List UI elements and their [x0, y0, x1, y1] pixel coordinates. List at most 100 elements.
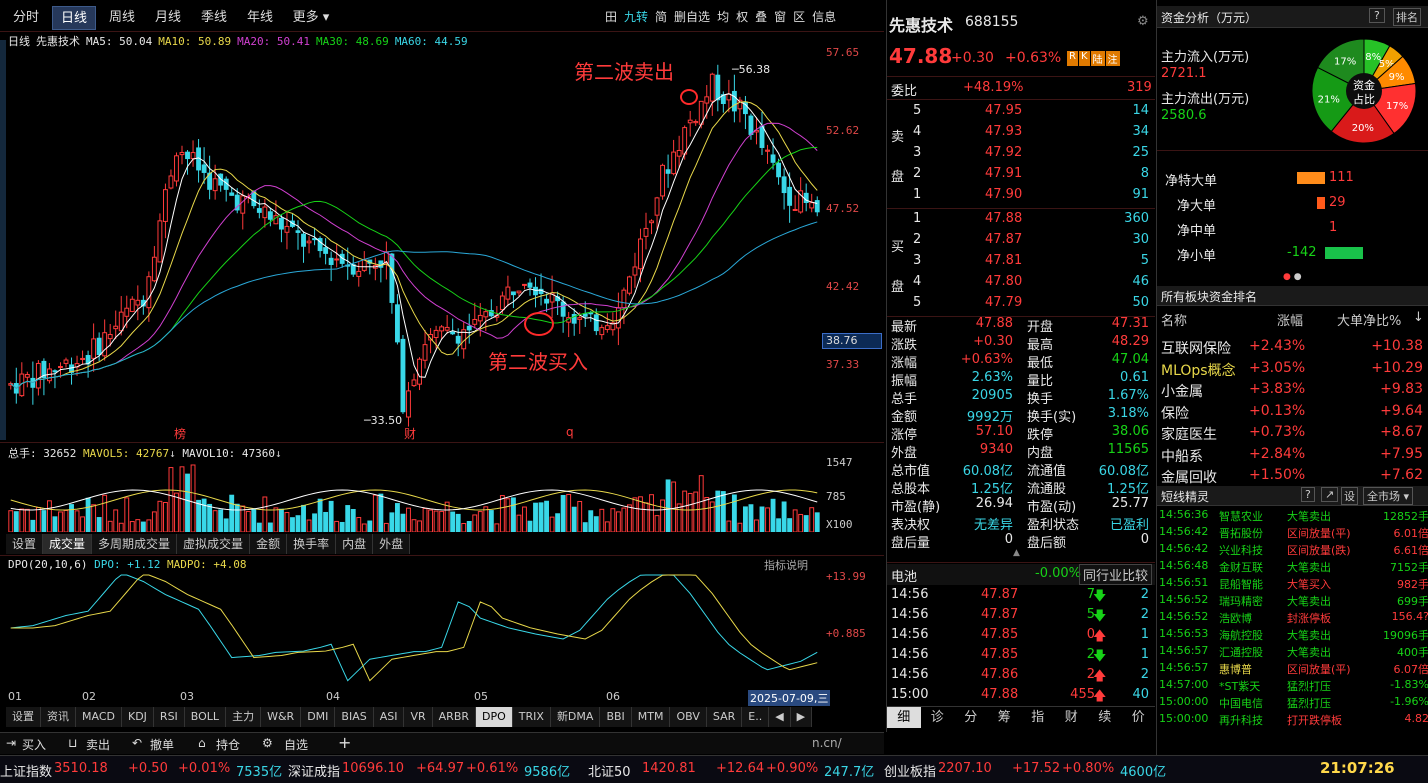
- volume-chart[interactable]: [8, 460, 820, 532]
- ask-row[interactable]: 3 47.92 25: [913, 145, 1149, 160]
- left-sidebar[interactable]: [0, 40, 6, 440]
- help-button[interactable]: ?: [1369, 8, 1385, 23]
- bid-row[interactable]: 1 47.88 360: [913, 211, 1149, 226]
- btab[interactable]: ASI: [373, 707, 405, 727]
- btab[interactable]: 主力: [226, 707, 262, 727]
- rank-button[interactable]: 排名: [1393, 8, 1421, 26]
- tab-daily[interactable]: 日线: [52, 6, 96, 30]
- sector-row[interactable]: 互联网保险 +2.43% +10.38: [1161, 338, 1423, 357]
- page-dots[interactable]: ● ●: [1283, 272, 1302, 282]
- tab-quarterly[interactable]: 季线: [200, 10, 227, 25]
- badge[interactable]: K: [1078, 51, 1090, 66]
- short-row[interactable]: 14:56:48 金财互联 大笔卖出 7152手: [1159, 559, 1428, 574]
- tab-settings[interactable]: 设置: [6, 534, 44, 554]
- btab[interactable]: E..: [742, 707, 770, 727]
- short-row[interactable]: 14:56:52 瑞玛精密 大笔卖出 699手: [1159, 593, 1428, 608]
- tab-weekly[interactable]: 周线: [108, 10, 135, 25]
- position-button[interactable]: 持仓: [216, 738, 241, 752]
- buy-button[interactable]: 买入: [22, 738, 47, 752]
- short-row[interactable]: 14:56:51 昆船智能 大笔买入 982手: [1159, 576, 1428, 591]
- index-name[interactable]: 深证成指: [288, 765, 341, 780]
- q-marker[interactable]: q: [566, 425, 574, 439]
- short-row[interactable]: 14:56:52 浩欧博 封涨停板 156.4?: [1159, 610, 1428, 625]
- mid-tab[interactable]: 筹: [997, 710, 1011, 725]
- range-button[interactable]: 区: [793, 10, 806, 24]
- mid-tab[interactable]: 价: [1131, 710, 1145, 725]
- badge[interactable]: 注: [1105, 51, 1120, 66]
- btab[interactable]: 资讯: [41, 707, 76, 727]
- btab-dpo[interactable]: DPO: [476, 707, 513, 727]
- bid-row[interactable]: 2 47.87 30: [913, 232, 1149, 247]
- short-row[interactable]: 14:56:36 智慧农业 大笔卖出 12852手: [1159, 508, 1428, 523]
- next-arrow-icon[interactable]: ▶: [790, 707, 813, 727]
- short-row[interactable]: 14:56:57 汇通控股 大笔卖出 400手: [1159, 644, 1428, 659]
- btab[interactable]: TRIX: [512, 707, 551, 727]
- badge[interactable]: 陆: [1090, 51, 1105, 66]
- gear-icon[interactable]: ⚙: [1137, 14, 1149, 29]
- btab[interactable]: 新DMA: [550, 707, 601, 727]
- tab-yearly[interactable]: 年线: [246, 10, 273, 25]
- btab[interactable]: KDJ: [121, 707, 154, 727]
- plus-icon[interactable]: +: [338, 733, 352, 752]
- ask-row[interactable]: 1 47.90 91: [913, 187, 1149, 202]
- btab[interactable]: MACD: [76, 707, 122, 727]
- btab[interactable]: BOLL: [184, 707, 227, 727]
- industry-compare-button[interactable]: 同行业比较: [1079, 564, 1153, 585]
- candlestick-chart[interactable]: [8, 48, 820, 438]
- index-name[interactable]: 北证50: [588, 765, 631, 780]
- tab-amount[interactable]: 金额: [250, 534, 288, 554]
- tab-more[interactable]: 更多 ▾: [292, 10, 330, 25]
- short-row[interactable]: 14:56:57 惠博普 区间放量(平) 6.07倍: [1159, 661, 1428, 676]
- dpo-help-link[interactable]: 指标说明: [764, 559, 808, 572]
- sector-row[interactable]: 金属回收 +1.50% +7.62: [1161, 467, 1423, 486]
- ask-row[interactable]: 4 47.93 34: [913, 124, 1149, 139]
- short-row[interactable]: 14:57:00 *ST紫天 猛烈打压 -1.83%: [1159, 678, 1428, 693]
- ask-row[interactable]: 2 47.91 8: [913, 166, 1149, 181]
- simple-button[interactable]: 简: [655, 10, 668, 24]
- index-name[interactable]: 创业板指: [884, 765, 937, 780]
- tab-monthly[interactable]: 月线: [154, 10, 181, 25]
- delete-fav-button[interactable]: 删自选: [674, 10, 711, 24]
- bid-row[interactable]: 5 47.79 50: [913, 295, 1149, 310]
- short-row[interactable]: 14:56:42 兴业科技 区间放量(跌) 6.61倍: [1159, 542, 1428, 557]
- btab[interactable]: RSI: [153, 707, 185, 727]
- short-row[interactable]: 15:00:00 再升科技 打开跌停板 4.82: [1159, 712, 1428, 727]
- mid-tab[interactable]: 续: [1098, 710, 1112, 725]
- mid-tab[interactable]: 诊: [930, 710, 944, 725]
- btab[interactable]: VR: [404, 707, 433, 727]
- btab[interactable]: DMI: [301, 707, 336, 727]
- btab[interactable]: BBI: [600, 707, 632, 727]
- badge[interactable]: R: [1067, 51, 1078, 66]
- collapse-icon[interactable]: ▲: [1013, 548, 1020, 558]
- overlay-button[interactable]: 叠: [755, 10, 768, 24]
- settings-icon[interactable]: 设: [1341, 487, 1358, 505]
- short-row[interactable]: 15:00:00 中国电信 猛烈打压 -1.96%: [1159, 695, 1428, 710]
- mid-tab[interactable]: 指: [1031, 710, 1045, 725]
- cancel-order-button[interactable]: 撤单: [150, 738, 175, 752]
- sector-row[interactable]: MLOps概念 +3.05% +10.29: [1161, 359, 1423, 379]
- tab-volume[interactable]: 成交量: [43, 534, 93, 554]
- btab[interactable]: SAR: [706, 707, 743, 727]
- ask-row[interactable]: 5 47.95 14: [913, 103, 1149, 118]
- short-row[interactable]: 14:56:53 海航控股 大笔卖出 19096手: [1159, 627, 1428, 642]
- help-icon[interactable]: ?: [1301, 487, 1315, 502]
- tab-turnover[interactable]: 换手率: [287, 534, 337, 554]
- rights-button[interactable]: 权: [736, 10, 749, 24]
- cai-marker[interactable]: 财: [404, 427, 417, 441]
- mid-tab[interactable]: 分: [964, 710, 978, 725]
- sector-row[interactable]: 中船系 +2.84% +7.95: [1161, 445, 1423, 465]
- info-button[interactable]: 信息: [812, 10, 837, 24]
- btab[interactable]: ARBR: [432, 707, 477, 727]
- btab[interactable]: OBV: [670, 707, 707, 727]
- sort-down-icon[interactable]: ↓: [1413, 310, 1424, 325]
- favorites-button[interactable]: 自选: [284, 738, 309, 752]
- btab[interactable]: 设置: [6, 707, 41, 727]
- sell-button[interactable]: 卖出: [86, 738, 111, 752]
- sector-row[interactable]: 保险 +0.13% +9.64: [1161, 402, 1423, 422]
- tab-virtual-volume[interactable]: 虚拟成交量: [177, 534, 251, 554]
- tab-fenshi[interactable]: 分时: [12, 10, 39, 25]
- index-name[interactable]: 上证指数: [0, 765, 53, 780]
- bid-row[interactable]: 3 47.81 5: [913, 253, 1149, 268]
- sector-row[interactable]: 小金属 +3.83% +9.83: [1161, 381, 1423, 400]
- sector-row[interactable]: 家庭医生 +0.73% +8.67: [1161, 424, 1423, 443]
